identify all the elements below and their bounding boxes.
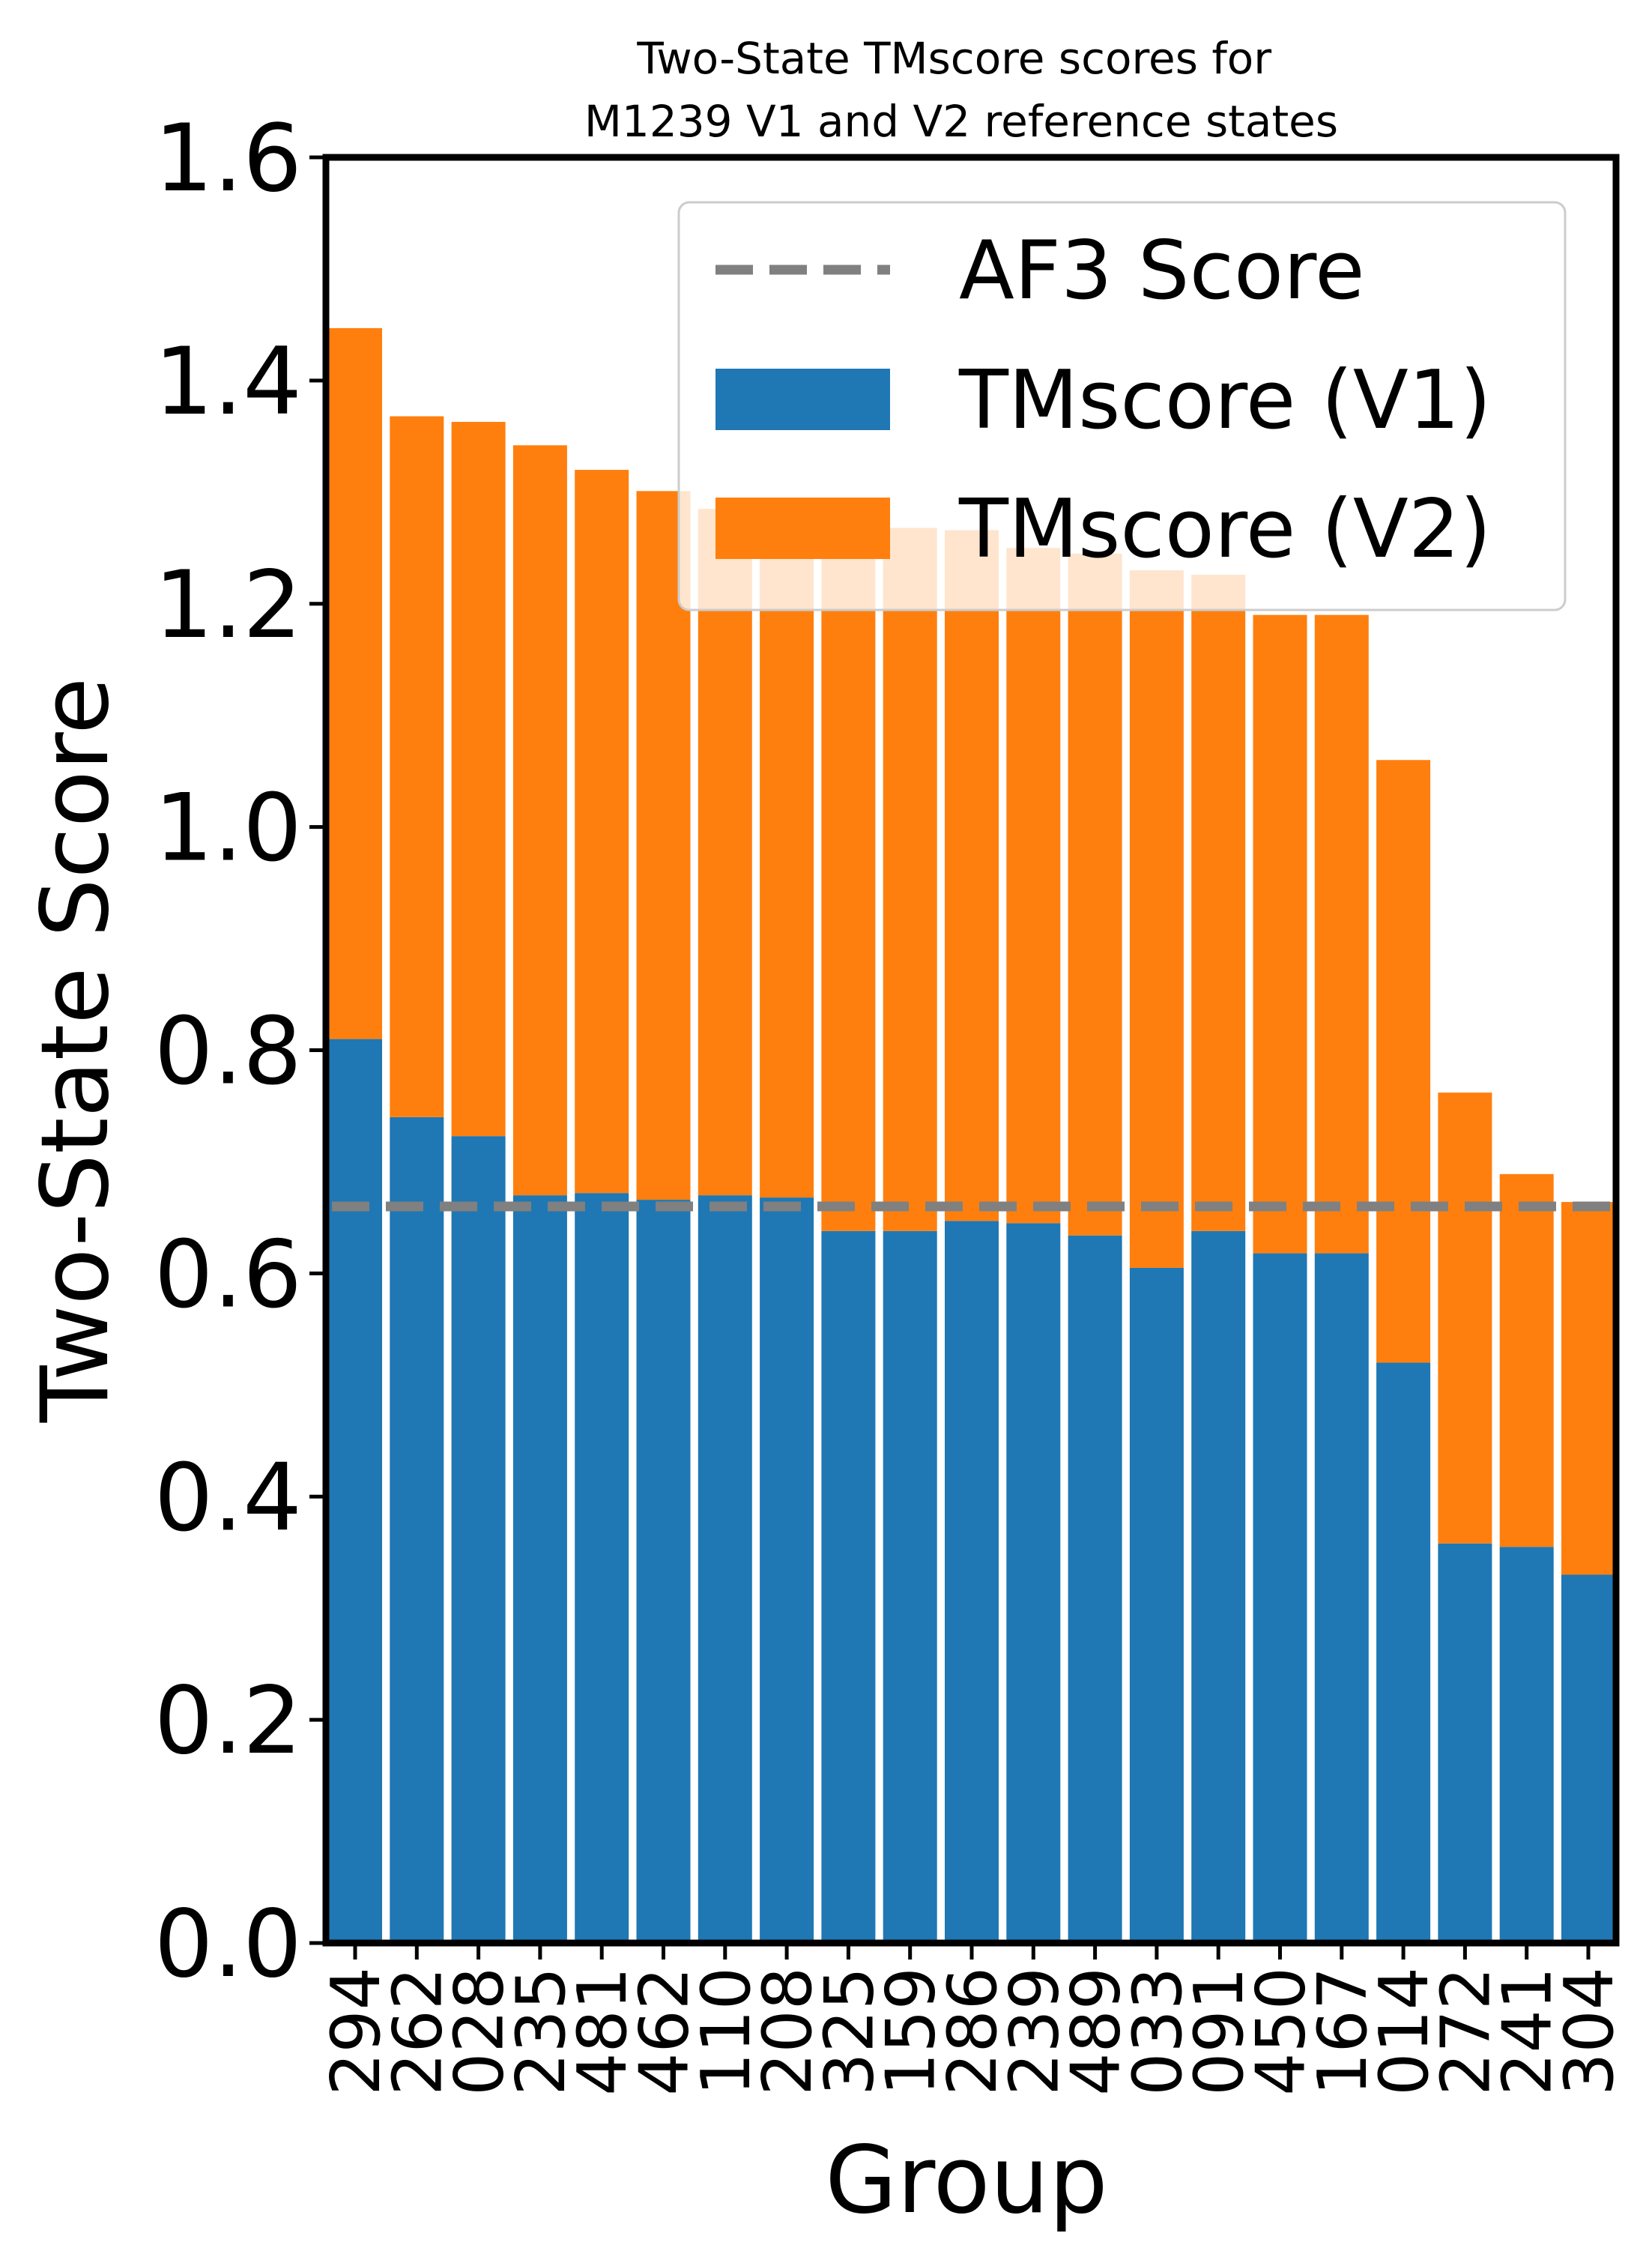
bar-v1-304 [1561, 1574, 1615, 1943]
bar-v2-462 [636, 491, 691, 1200]
bar-v1-110 [698, 1195, 752, 1943]
bar-v1-325 [821, 1230, 876, 1943]
bar-v1-262 [390, 1117, 444, 1943]
bar-v2-325 [821, 528, 876, 1231]
x-axis-label: Group [825, 2127, 1108, 2235]
chart-title: Two-State TMscore scores for M1239 V1 an… [584, 33, 1338, 147]
bar-v2-272 [1438, 1093, 1492, 1544]
bar-v2-235 [512, 445, 567, 1196]
x-tick-label: 028 [441, 1967, 519, 2096]
bar-v1-159 [883, 1230, 937, 1943]
bar-v2-450 [1253, 614, 1307, 1254]
bar-v1-014 [1376, 1362, 1431, 1943]
bar-v1-091 [1191, 1230, 1246, 1943]
bar-v2-028 [451, 421, 506, 1137]
y-tick-label: 0.6 [154, 1221, 302, 1329]
legend-swatch-v1 [715, 369, 890, 430]
chart-title-line-1: Two-State TMscore scores for [636, 33, 1271, 84]
chart-title-line-2: M1239 V1 and V2 reference states [584, 96, 1338, 147]
bar-v2-286 [945, 530, 999, 1221]
x-axis: 2942620282354814621102083251592862394890… [317, 1943, 1629, 2096]
y-tick-label: 1.4 [154, 328, 302, 436]
bar-v2-481 [575, 470, 629, 1194]
x-tick-label: 167 [1304, 1967, 1382, 2096]
x-tick-label: 159 [872, 1967, 951, 2096]
bar-v1-167 [1314, 1253, 1369, 1943]
bar-v2-241 [1499, 1173, 1554, 1547]
bar-v2-239 [1006, 548, 1061, 1224]
bar-v2-091 [1191, 575, 1246, 1231]
bar-v2-159 [883, 528, 937, 1231]
legend-label-v2: TMscore (V2) [958, 483, 1492, 576]
x-tick-label: 450 [1242, 1967, 1321, 2096]
bar-v1-481 [575, 1193, 629, 1943]
bar-v2-294 [328, 327, 382, 1039]
bar-v2-489 [1068, 553, 1122, 1236]
x-tick-label: 235 [502, 1967, 581, 2096]
bar-v2-208 [760, 528, 814, 1198]
x-tick-label: 294 [317, 1967, 396, 2096]
y-tick-label: 0.0 [154, 1891, 302, 1998]
x-tick-label: 091 [1180, 1967, 1259, 2096]
bar-v2-014 [1376, 760, 1431, 1363]
x-tick-label: 110 [687, 1967, 766, 2096]
bar-v1-235 [512, 1195, 567, 1943]
x-tick-label: 033 [1119, 1967, 1197, 2096]
bar-v2-033 [1129, 570, 1184, 1268]
x-tick-label: 304 [1550, 1967, 1629, 2096]
y-tick-label: 1.2 [154, 552, 302, 659]
y-axis-label: Two-State Score [22, 677, 130, 1423]
legend-swatch-v2 [715, 498, 890, 559]
x-tick-label: 489 [1057, 1967, 1136, 2096]
x-tick-label: 239 [995, 1967, 1074, 2096]
x-tick-label: 208 [748, 1967, 827, 2096]
bar-v1-239 [1006, 1223, 1061, 1943]
bar-v1-286 [945, 1221, 999, 1943]
x-tick-label: 462 [626, 1967, 704, 2096]
bar-v1-489 [1068, 1235, 1122, 1943]
bars [328, 327, 1615, 1943]
y-tick-label: 0.4 [154, 1444, 302, 1552]
bar-v1-462 [636, 1200, 691, 1943]
bar-v2-262 [390, 416, 444, 1117]
y-tick-label: 1.6 [154, 105, 302, 213]
x-tick-label: 241 [1489, 1967, 1567, 2096]
y-tick-label: 0.2 [154, 1667, 302, 1775]
bar-v1-033 [1129, 1267, 1184, 1943]
y-tick-label: 0.8 [154, 998, 302, 1106]
x-tick-label: 272 [1426, 1967, 1505, 2096]
bar-v1-028 [451, 1136, 506, 1943]
bar-v2-110 [698, 509, 752, 1196]
bar-v1-241 [1499, 1547, 1554, 1943]
y-axis: 0.0 0.2 0.4 0.6 0.8 1.0 1.2 1.4 1.6 [154, 105, 326, 1998]
legend-box [677, 201, 1567, 611]
legend-label-af3: AF3 Score [959, 224, 1365, 318]
x-tick-label: 014 [1365, 1967, 1444, 2096]
legend: AF3 Score TMscore (V1) TMscore (V2) [677, 201, 1567, 611]
bar-v1-272 [1438, 1543, 1492, 1943]
y-tick-label: 1.0 [154, 775, 302, 883]
x-tick-label: 481 [563, 1967, 642, 2096]
x-tick-label: 286 [934, 1967, 1012, 2096]
bar-v2-304 [1561, 1202, 1615, 1575]
legend-label-v1: TMscore (V1) [958, 354, 1492, 447]
bar-v1-208 [760, 1197, 814, 1943]
x-tick-label: 262 [378, 1967, 457, 2096]
x-tick-label: 325 [810, 1967, 889, 2096]
bar-v1-450 [1253, 1253, 1307, 1943]
bar-v2-167 [1314, 614, 1369, 1254]
bar-v1-294 [328, 1039, 382, 1943]
